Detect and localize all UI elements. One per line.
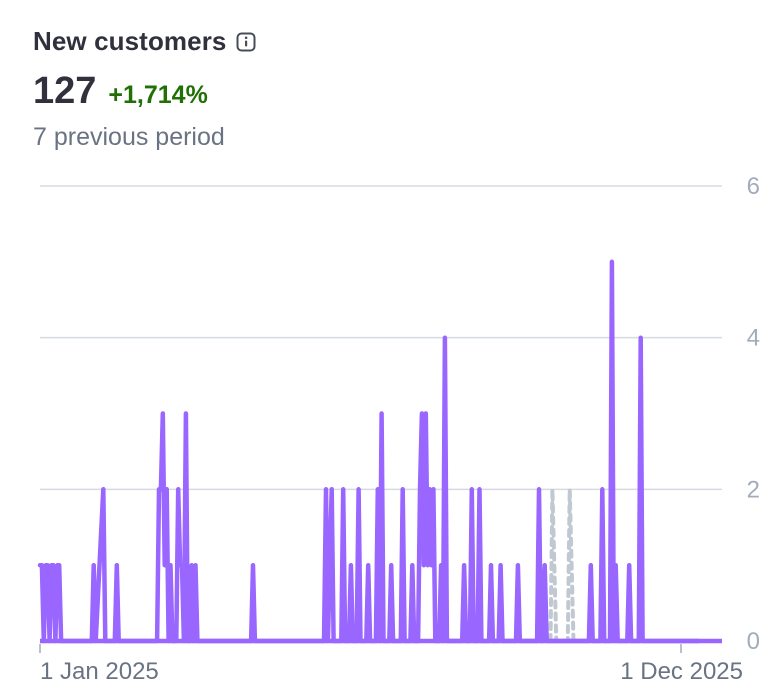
x-tick-label: 1 Jan 2025: [40, 658, 159, 685]
x-axis: 1 Jan 2025 1 Dec 2025: [39, 638, 743, 685]
series-layer: [37, 259, 701, 644]
card-title: New customers: [33, 26, 227, 56]
metric-row: 127 +1,714%: [33, 70, 208, 113]
y-tick-label: 0: [747, 628, 760, 655]
change-badge: +1,714%: [108, 81, 208, 109]
metric-value: 127: [33, 70, 97, 112]
card-header: New customers: [33, 26, 256, 57]
previous-period-text: 7 previous period: [33, 123, 225, 151]
x-tick-label: 1 Dec 2025: [620, 658, 743, 685]
y-tick-label: 2: [747, 476, 760, 503]
y-tick-label: 4: [747, 325, 760, 352]
y-axis-labels: 0 2 4 6: [747, 173, 760, 655]
previous-period-line[interactable]: [548, 487, 576, 643]
info-icon[interactable]: [236, 32, 256, 52]
current-period-line[interactable]: [37, 259, 701, 644]
y-tick-label: 6: [747, 173, 760, 200]
